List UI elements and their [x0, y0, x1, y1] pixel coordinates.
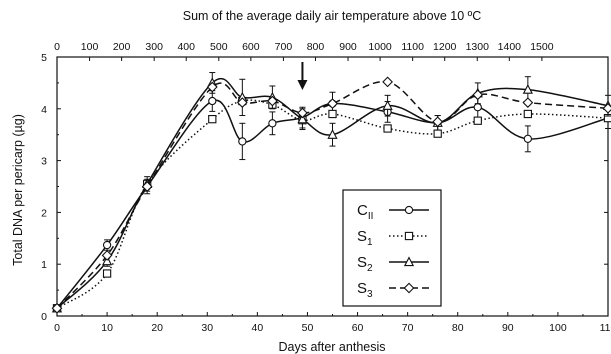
- data-point: [267, 95, 278, 107]
- event-arrow: [297, 62, 308, 90]
- legend-marker: [404, 205, 414, 215]
- data-point: [297, 113, 308, 124]
- x-tick-label: 90: [502, 322, 514, 334]
- data-point: [328, 109, 337, 119]
- data-point: [101, 250, 113, 261]
- x-tick-label: 30: [201, 322, 213, 334]
- data-point: [206, 81, 218, 93]
- series-s3: [51, 76, 611, 314]
- legend-label: S3: [357, 280, 373, 300]
- top-tick-label: 400: [177, 41, 195, 53]
- data-point: [327, 98, 338, 109]
- data-point: [382, 76, 393, 88]
- top-tick-label: 1000: [368, 41, 392, 53]
- x-tick-label: 20: [151, 322, 163, 334]
- data-point: [102, 240, 112, 250]
- y-axis-label: Total DNA per pericarp (µg): [11, 114, 25, 266]
- top-tick-label: 1100: [401, 41, 424, 53]
- top-tick-label: 800: [307, 41, 325, 53]
- data-point: [473, 116, 482, 125]
- data-point: [383, 124, 392, 133]
- data-point: [208, 115, 217, 124]
- y-tick-label: 4: [41, 104, 47, 116]
- top-tick-label: 1400: [498, 41, 522, 53]
- x-tick-label: 0: [54, 322, 60, 334]
- data-point: [602, 102, 611, 114]
- data-point: [473, 103, 482, 112]
- data-point: [523, 134, 533, 143]
- data-point: [523, 109, 533, 119]
- data-point: [327, 129, 338, 139]
- top-tick-label: 100: [81, 41, 99, 53]
- top-tick-label: 1300: [466, 41, 490, 53]
- legend-label: S2: [357, 254, 373, 274]
- top-tick-label: 900: [339, 41, 357, 53]
- top-tick-label: 200: [113, 41, 131, 53]
- x-tick-label: 40: [252, 322, 264, 334]
- legend-marker: [403, 282, 415, 294]
- top-tick-label: 700: [275, 41, 293, 53]
- x-tick-label: 70: [402, 322, 414, 334]
- data-point: [522, 84, 533, 94]
- axes-layer: 0102030405060708090100110012345010020030…: [41, 41, 611, 334]
- data-point: [102, 269, 112, 278]
- data-point: [432, 116, 444, 128]
- legend-marker: [403, 256, 415, 267]
- legend: CII S1 S2 S3: [342, 189, 442, 307]
- x-tick-label: 60: [352, 322, 364, 334]
- data-point: [51, 302, 63, 314]
- legend-marker: [404, 231, 414, 241]
- series-layer: [51, 72, 611, 314]
- data-point: [208, 96, 217, 106]
- y-tick-label: 0: [41, 311, 47, 323]
- data-point: [522, 97, 534, 108]
- arrow-head: [297, 80, 308, 90]
- top-tick-label: 600: [242, 41, 260, 53]
- data-point: [141, 181, 153, 192]
- data-point: [382, 100, 393, 110]
- x-tick-label: 50: [302, 322, 314, 334]
- data-point: [297, 107, 308, 119]
- top-tick-label: 0: [54, 41, 60, 53]
- x-tick-label: 10: [101, 322, 113, 334]
- series-s2: [51, 72, 611, 313]
- y-tick-label: 5: [41, 52, 47, 64]
- data-point: [433, 129, 442, 138]
- x-tick-label: 110: [600, 322, 611, 334]
- top-axis-label: Sum of the average daily air temperature…: [183, 9, 481, 23]
- data-point: [236, 97, 248, 108]
- top-tick-label: 300: [145, 41, 163, 53]
- y-tick-label: 3: [41, 156, 47, 168]
- y-tick-label: 2: [41, 207, 47, 219]
- top-tick-label: 500: [210, 41, 228, 53]
- y-tick-label: 1: [41, 259, 47, 271]
- data-point: [472, 89, 484, 101]
- legend-label: S1: [357, 228, 373, 248]
- x-tick-label: 80: [452, 322, 464, 334]
- data-point: [268, 119, 277, 128]
- x-axis-label: Days after anthesis: [279, 340, 386, 354]
- x-tick-label: 100: [549, 322, 567, 334]
- data-point: [238, 137, 247, 146]
- top-tick-label: 1500: [530, 41, 554, 53]
- top-tick-label: 1200: [433, 41, 457, 53]
- legend-label: CII: [357, 202, 373, 222]
